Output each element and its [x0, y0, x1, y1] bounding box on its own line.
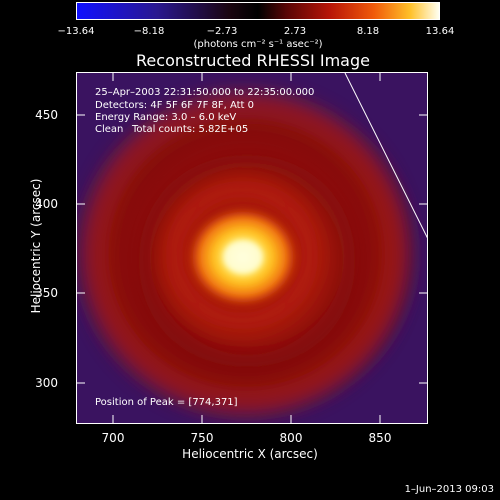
colorbar-tick-label: −8.18 — [133, 26, 165, 37]
colorbar — [76, 2, 440, 20]
x-tick-label: 700 — [101, 431, 125, 445]
y-tick-label: 350 — [35, 286, 58, 300]
colorbar-tick-label: 8.18 — [356, 26, 380, 37]
x-axis-label: Heliocentric X (arcsec) — [182, 447, 318, 461]
time-range-text: 25–Apr–2003 22:31:50.000 to 22:35:00.000 — [95, 87, 315, 98]
x-tick-label: 750 — [190, 431, 214, 445]
y-tick-label: 300 — [35, 376, 58, 390]
energy-range-text: Energy Range: 3.0 – 6.0 keV — [95, 112, 237, 123]
x-tick-label: 850 — [368, 431, 392, 445]
x-tick-label: 800 — [279, 431, 303, 445]
image-plot — [76, 72, 428, 424]
colorbar-gradient — [77, 3, 439, 19]
colorbar-tick-label: −13.64 — [57, 26, 95, 37]
plot-title: Reconstructed RHESSI Image — [136, 51, 370, 70]
timestamp: 1–Jun–2013 09:03 — [404, 484, 494, 495]
colorbar-tick-label: 2.73 — [283, 26, 307, 37]
y-axis-label: Heliocentric Y (arcsec) — [29, 178, 43, 314]
y-tick-label: 400 — [35, 197, 58, 211]
detectors-text: Detectors: 4F 5F 6F 7F 8F, Att 0 — [95, 100, 255, 111]
peak-position-text: Position of Peak = [774,371] — [95, 397, 238, 408]
colorbar-tick-label: −2.73 — [206, 26, 238, 37]
colorbar-units: (photons cm⁻² s⁻¹ asec⁻²) — [193, 39, 323, 50]
solar-limb-line — [344, 73, 427, 239]
algorithm-text: Clean — [95, 124, 124, 135]
rhessi-image — [77, 73, 427, 423]
y-tick-label: 450 — [35, 108, 58, 122]
colorbar-tick-label: 13.64 — [425, 26, 455, 37]
total-counts-text: Total counts: 5.82E+05 — [132, 124, 249, 135]
